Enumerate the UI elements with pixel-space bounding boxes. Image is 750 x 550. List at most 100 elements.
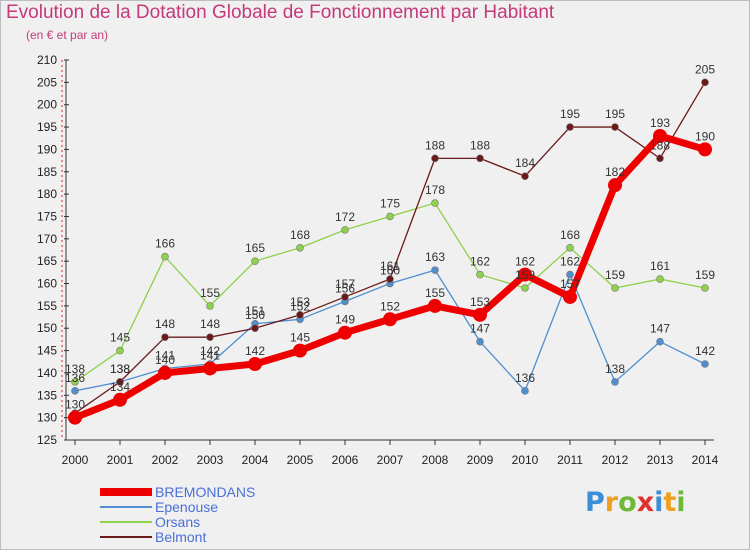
y-tick-label: 165 xyxy=(37,254,57,268)
data-point-belmont xyxy=(161,333,169,341)
data-label-orsans: 159 xyxy=(515,268,535,282)
logo-letter: o xyxy=(618,487,637,518)
y-tick-label: 175 xyxy=(37,209,57,223)
data-label-bremondans: 134 xyxy=(110,380,130,394)
legend-swatch-bremondans xyxy=(100,488,152,496)
y-tick-label: 195 xyxy=(37,120,57,134)
data-point-belmont xyxy=(116,378,124,386)
y-tick-label: 150 xyxy=(37,321,57,335)
data-point-epenouse xyxy=(611,378,619,386)
line-chart: 125 130 135 140 145 150 155 160 165 170 175 180 185 1… xyxy=(37,53,719,467)
data-label-bremondans: 130 xyxy=(65,398,85,412)
data-label-orsans: 155 xyxy=(200,286,220,300)
y-tick-label: 170 xyxy=(37,232,57,246)
data-label-epenouse: 147 xyxy=(650,322,670,336)
data-label-bremondans: 190 xyxy=(695,129,715,143)
data-label-bremondans: 140 xyxy=(155,353,175,367)
data-point-bremondans xyxy=(563,289,577,304)
data-point-orsans xyxy=(431,199,439,207)
legend-label-belmont: Belmont xyxy=(155,529,207,545)
data-point-epenouse xyxy=(656,337,664,346)
data-point-epenouse xyxy=(701,360,709,368)
x-tick-label: 2001 xyxy=(107,453,134,467)
data-label-belmont: 148 xyxy=(155,317,175,331)
legend-label-orsans: Orsans xyxy=(155,514,201,530)
data-point-epenouse xyxy=(521,387,529,395)
data-label-orsans: 172 xyxy=(335,210,355,224)
y-tick-label: 145 xyxy=(37,344,57,358)
data-point-orsans xyxy=(656,275,664,283)
y-tick-label: 125 xyxy=(37,433,57,447)
logo-letter: i xyxy=(676,487,686,518)
logo-letter: x xyxy=(636,487,655,518)
x-tick-label: 2013 xyxy=(647,453,674,467)
data-point-belmont xyxy=(341,293,349,301)
y-tick-label: 210 xyxy=(37,53,57,67)
x-tick-label: 2006 xyxy=(332,453,359,467)
data-label-epenouse: 147 xyxy=(470,322,490,336)
y-tick-label: 200 xyxy=(37,98,57,112)
data-label-epenouse: 162 xyxy=(560,255,580,269)
data-label-orsans: 168 xyxy=(560,228,580,242)
data-label-belmont: 195 xyxy=(605,107,625,121)
data-point-bremondans xyxy=(428,298,442,313)
chart-data-labels: 138 148 148 150 153 157 161 188 188 184 195 195 188 2… xyxy=(65,62,715,411)
data-point-bremondans xyxy=(608,178,622,193)
x-tick-label: 2002 xyxy=(152,453,179,467)
data-point-bremondans xyxy=(113,392,127,407)
data-point-bremondans xyxy=(518,267,532,282)
data-label-orsans: 159 xyxy=(695,268,715,282)
data-point-belmont xyxy=(206,333,214,341)
data-label-belmont: 184 xyxy=(515,156,535,170)
x-tick-label: 2010 xyxy=(512,453,539,467)
x-tick-label: 2000 xyxy=(62,453,89,467)
x-tick-label: 2009 xyxy=(467,453,494,467)
data-point-orsans xyxy=(566,243,574,252)
y-tick-label: 155 xyxy=(37,299,57,313)
data-label-orsans: 138 xyxy=(65,362,85,376)
data-point-orsans xyxy=(251,257,259,265)
x-tick-label: 2005 xyxy=(287,453,314,467)
data-label-orsans: 165 xyxy=(245,241,265,255)
y-tick-label: 190 xyxy=(37,142,57,156)
x-tick-label: 2008 xyxy=(422,453,449,467)
chart-title: Evolution de la Dotation Globale de Fonc… xyxy=(6,2,555,23)
proxiti-logo: Proxiti xyxy=(585,487,686,518)
x-tick-label: 2004 xyxy=(242,453,269,467)
legend-swatch-epenouse xyxy=(100,506,152,508)
logo-letter: P xyxy=(585,487,605,518)
data-point-belmont xyxy=(611,123,619,131)
data-label-belmont: 205 xyxy=(695,62,715,76)
data-label-orsans: 166 xyxy=(155,237,175,251)
data-label-orsans: 159 xyxy=(605,268,625,282)
data-label-epenouse: 163 xyxy=(425,250,445,264)
data-label-belmont: 195 xyxy=(560,107,580,121)
data-label-bremondans: 152 xyxy=(380,299,400,313)
data-label-epenouse: 138 xyxy=(110,362,130,376)
data-label-epenouse: 142 xyxy=(200,344,220,358)
data-label-bremondans: 157 xyxy=(560,277,580,291)
data-point-belmont xyxy=(521,172,529,181)
data-point-bremondans xyxy=(338,325,352,340)
data-label-orsans: 162 xyxy=(470,255,490,269)
x-tick-label: 2011 xyxy=(557,453,583,467)
data-point-orsans xyxy=(71,378,79,386)
data-label-epenouse: 142 xyxy=(695,344,715,358)
chart-series xyxy=(68,78,712,425)
data-label-bremondans: 153 xyxy=(470,295,490,309)
data-point-orsans xyxy=(296,243,304,252)
data-point-epenouse xyxy=(431,266,439,274)
data-label-bremondans: 193 xyxy=(650,116,670,130)
y-tick-label: 185 xyxy=(37,165,57,179)
data-point-orsans xyxy=(386,212,394,221)
data-label-epenouse: 136 xyxy=(65,371,85,385)
x-tick-label: 2012 xyxy=(602,453,629,467)
data-point-epenouse xyxy=(566,270,574,279)
data-label-bremondans: 182 xyxy=(605,165,625,179)
data-point-belmont xyxy=(386,275,394,283)
data-point-bremondans xyxy=(293,343,307,358)
data-point-belmont xyxy=(431,154,439,163)
data-point-belmont xyxy=(296,311,304,319)
legend-item-epenouse: Epenouse xyxy=(100,499,360,515)
y-tick-label: 130 xyxy=(37,411,57,425)
